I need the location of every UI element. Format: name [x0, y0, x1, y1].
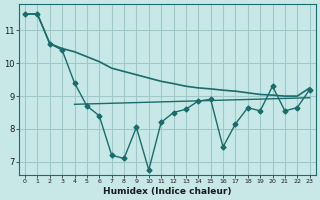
X-axis label: Humidex (Indice chaleur): Humidex (Indice chaleur) [103, 187, 232, 196]
